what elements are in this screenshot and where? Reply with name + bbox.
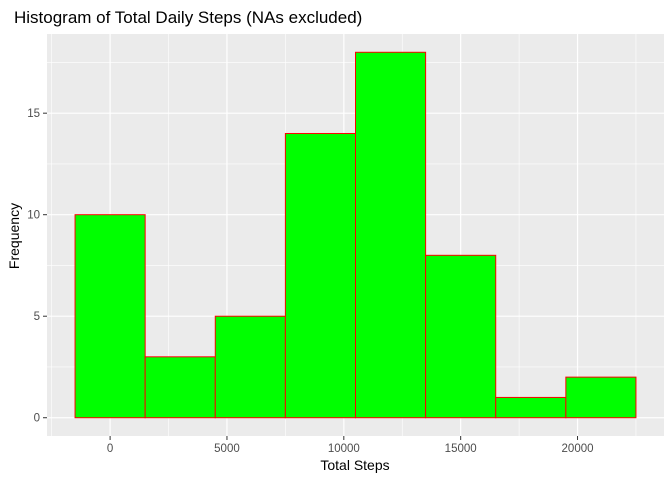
histogram-bar xyxy=(144,356,216,419)
bars xyxy=(74,51,637,419)
histogram-bar xyxy=(565,376,637,419)
y-axis: 0 5 10 15 xyxy=(27,108,47,425)
x-tick-label: 5000 xyxy=(214,443,240,455)
chart-title: Histogram of Total Daily Steps (NAs excl… xyxy=(14,8,362,27)
histogram-bar xyxy=(355,51,427,419)
x-tick-label: 0 xyxy=(107,443,113,455)
histogram-bar xyxy=(284,132,356,419)
y-tick-label: 5 xyxy=(34,311,40,323)
histogram-bar xyxy=(214,315,286,419)
x-tick-label: 20000 xyxy=(562,443,594,455)
histogram-bar xyxy=(425,254,497,419)
x-tick-label: 15000 xyxy=(445,443,477,455)
histogram-bar xyxy=(74,214,146,419)
y-axis-title: Frequency xyxy=(6,203,22,269)
histogram-bar xyxy=(495,396,567,419)
x-axis: 0 5000 10000 15000 20000 xyxy=(107,436,594,455)
y-tick-label: 0 xyxy=(34,413,40,425)
x-tick-label: 10000 xyxy=(328,443,360,455)
y-tick-label: 10 xyxy=(27,210,40,222)
y-tick-label: 15 xyxy=(27,108,40,120)
x-axis-title: Total Steps xyxy=(320,457,389,473)
